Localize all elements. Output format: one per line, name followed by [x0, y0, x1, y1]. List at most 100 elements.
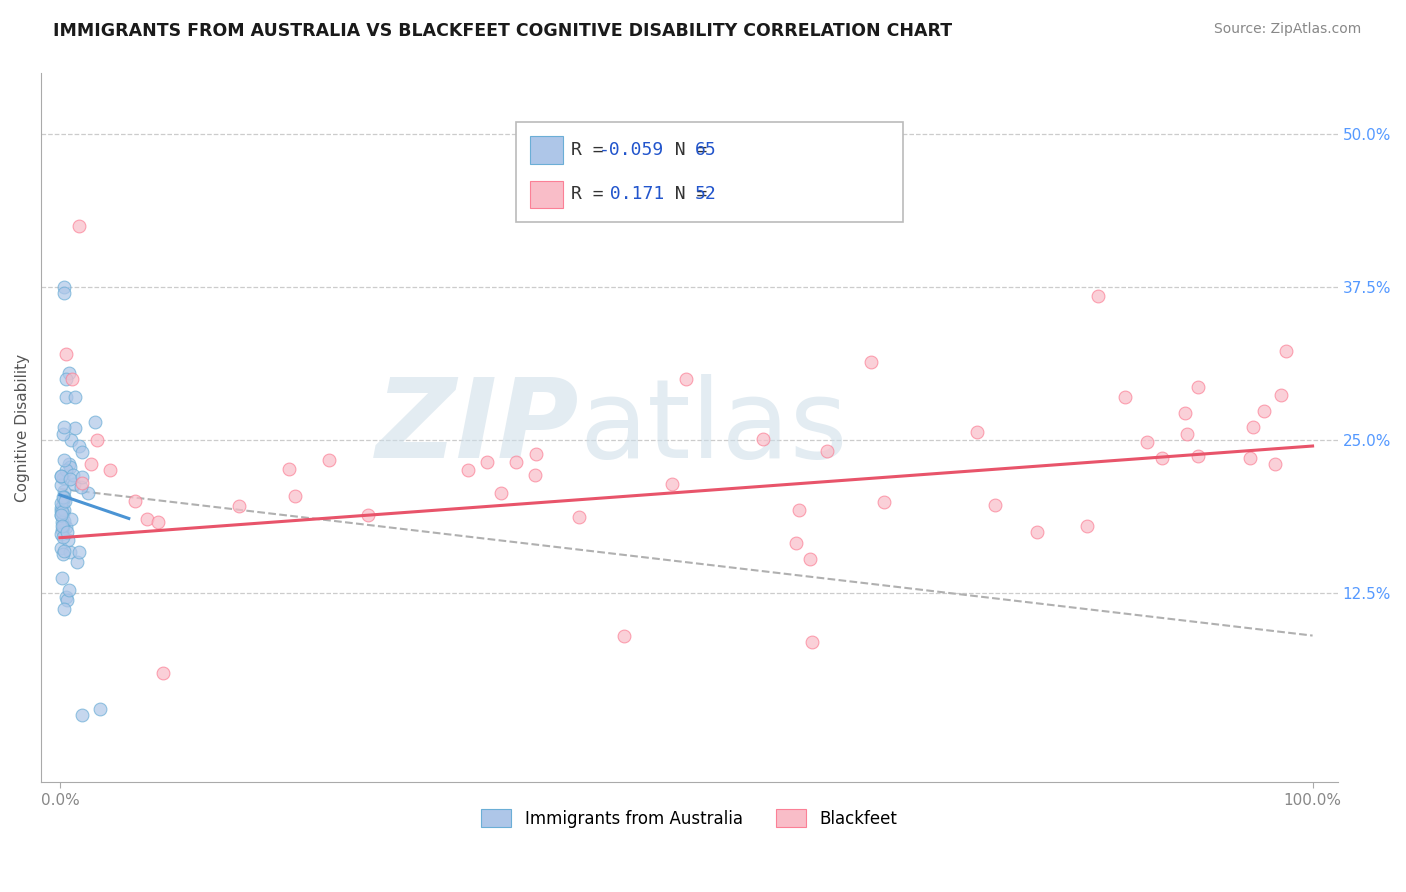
- Point: [72, 708, 94, 723]
- Point: [661, 477, 683, 491]
- Point: [53, 503, 76, 517]
- Point: [984, 498, 1007, 512]
- Text: R =: R =: [571, 141, 614, 159]
- Point: [873, 494, 896, 508]
- Point: [277, 461, 299, 475]
- Point: [84, 415, 107, 429]
- Point: [1175, 426, 1198, 441]
- Legend: Immigrants from Australia, Blackfeet: Immigrants from Australia, Blackfeet: [475, 802, 904, 834]
- Point: [89, 702, 111, 716]
- Point: [51, 468, 73, 483]
- Point: [785, 536, 807, 550]
- Point: [815, 443, 838, 458]
- Point: [49, 469, 72, 483]
- Text: -0.059: -0.059: [599, 141, 664, 159]
- Point: [1241, 419, 1264, 434]
- Point: [1173, 406, 1195, 420]
- Point: [1026, 524, 1049, 539]
- Point: [59, 545, 82, 559]
- Text: ZIP: ZIP: [375, 374, 579, 481]
- Point: [56, 524, 79, 539]
- Point: [66, 555, 89, 569]
- Point: [51, 523, 73, 537]
- Point: [1114, 390, 1136, 404]
- Point: [77, 486, 100, 500]
- Point: [860, 355, 883, 369]
- Point: [58, 366, 80, 380]
- Point: [49, 478, 72, 492]
- Text: 65: 65: [695, 141, 716, 159]
- Point: [55, 390, 77, 404]
- Point: [966, 425, 988, 439]
- Point: [53, 515, 76, 529]
- Point: [135, 512, 157, 526]
- Point: [53, 494, 76, 508]
- Point: [59, 460, 82, 475]
- Y-axis label: Cognitive Disability: Cognitive Disability: [15, 353, 30, 501]
- Point: [800, 634, 823, 648]
- Point: [1076, 518, 1098, 533]
- Text: N =: N =: [652, 186, 718, 203]
- Point: [72, 445, 94, 459]
- Point: [86, 433, 108, 447]
- Point: [60, 433, 83, 447]
- Text: atlas: atlas: [579, 374, 848, 481]
- Point: [58, 582, 80, 597]
- Text: Source: ZipAtlas.com: Source: ZipAtlas.com: [1213, 22, 1361, 37]
- Point: [52, 530, 75, 544]
- Point: [67, 219, 90, 233]
- Point: [55, 463, 77, 477]
- Point: [318, 453, 340, 467]
- Point: [70, 469, 93, 483]
- Point: [49, 541, 72, 556]
- Point: [475, 455, 498, 469]
- Point: [675, 372, 697, 386]
- Point: [55, 520, 77, 534]
- Point: [56, 533, 79, 547]
- Point: [228, 499, 250, 513]
- Point: [52, 484, 75, 499]
- Point: [1087, 289, 1109, 303]
- Point: [53, 491, 76, 505]
- Point: [55, 372, 77, 386]
- Point: [98, 463, 121, 477]
- Point: [62, 468, 84, 483]
- Point: [80, 458, 103, 472]
- Point: [357, 508, 380, 523]
- Point: [1274, 344, 1296, 359]
- Point: [51, 571, 73, 585]
- Point: [72, 475, 94, 490]
- Point: [1270, 388, 1292, 402]
- Point: [55, 593, 77, 607]
- Point: [53, 420, 76, 434]
- Point: [53, 280, 76, 294]
- Point: [60, 512, 83, 526]
- Point: [787, 503, 810, 517]
- Text: N =: N =: [652, 141, 718, 159]
- Point: [146, 516, 169, 530]
- Point: [152, 666, 174, 681]
- Point: [52, 518, 75, 533]
- Point: [49, 508, 72, 522]
- Point: [55, 347, 77, 361]
- Point: [51, 496, 73, 510]
- Point: [51, 505, 73, 519]
- Point: [63, 390, 86, 404]
- Point: [524, 468, 547, 483]
- Text: 52: 52: [695, 186, 716, 203]
- Point: [53, 491, 76, 505]
- Point: [505, 455, 527, 469]
- Point: [51, 500, 73, 515]
- Point: [67, 439, 90, 453]
- Point: [1253, 403, 1275, 417]
- Point: [52, 491, 75, 505]
- Text: IMMIGRANTS FROM AUSTRALIA VS BLACKFEET COGNITIVE DISABILITY CORRELATION CHART: IMMIGRANTS FROM AUSTRALIA VS BLACKFEET C…: [53, 22, 952, 40]
- Point: [67, 545, 90, 559]
- Point: [62, 372, 84, 386]
- Point: [1152, 451, 1174, 466]
- Point: [1187, 380, 1209, 394]
- Point: [53, 453, 76, 467]
- Point: [568, 509, 591, 524]
- Point: [49, 508, 72, 522]
- Point: [58, 458, 80, 472]
